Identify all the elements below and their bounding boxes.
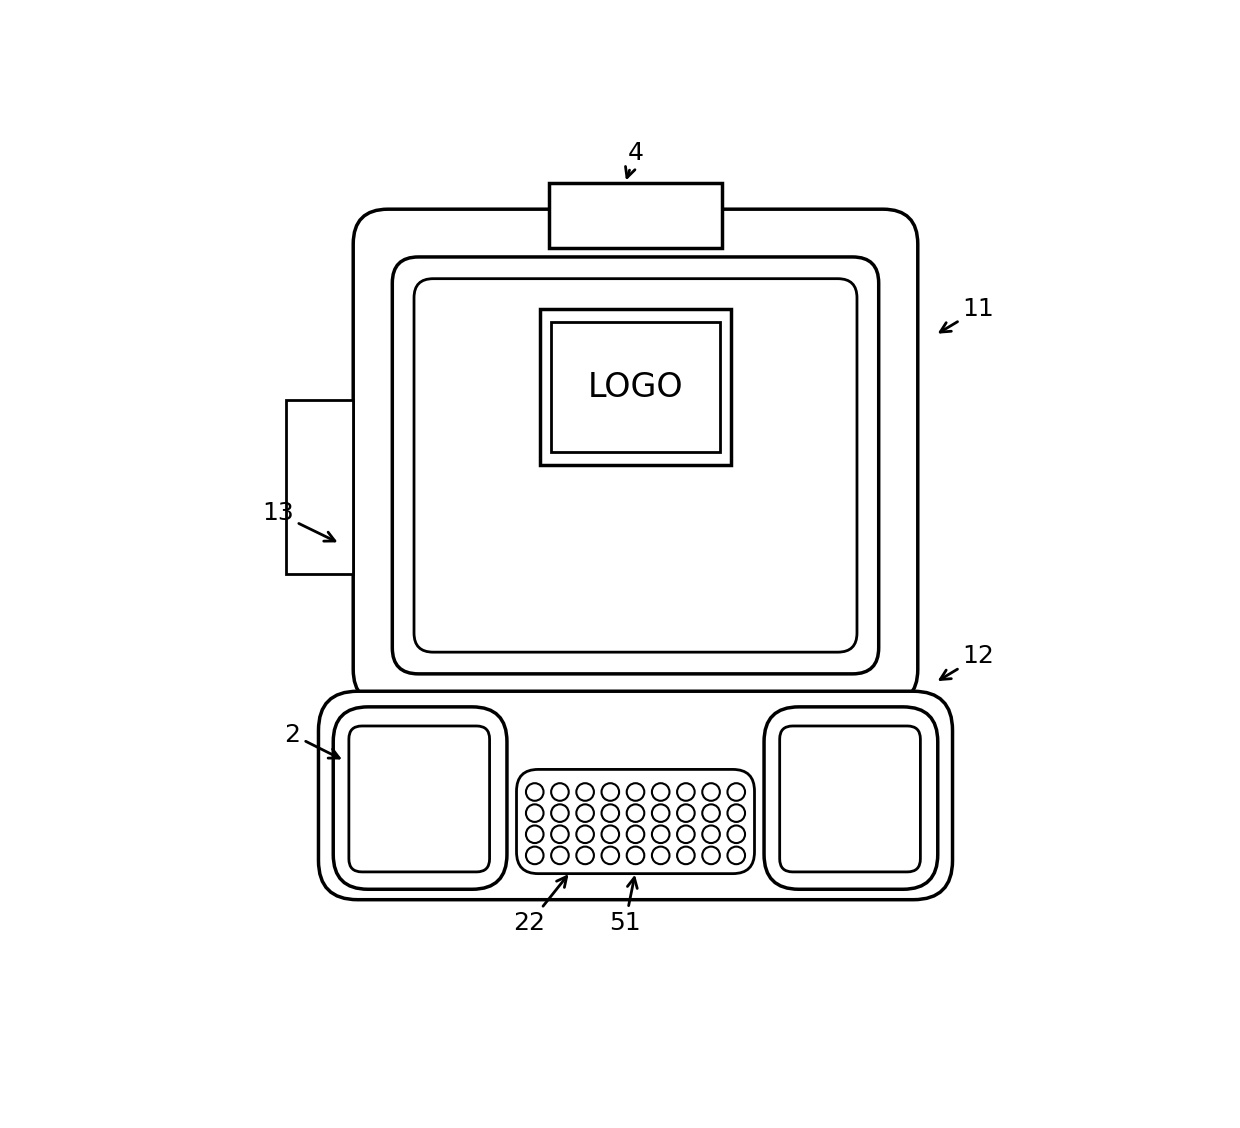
Circle shape xyxy=(551,804,569,822)
Text: 2: 2 xyxy=(284,723,340,758)
FancyBboxPatch shape xyxy=(334,707,507,889)
Text: 51: 51 xyxy=(609,878,641,935)
Text: LOGO: LOGO xyxy=(588,371,683,404)
FancyBboxPatch shape xyxy=(414,279,857,652)
Circle shape xyxy=(677,783,694,801)
Circle shape xyxy=(728,804,745,822)
Circle shape xyxy=(601,804,619,822)
Bar xyxy=(539,309,732,466)
Text: 11: 11 xyxy=(940,297,994,332)
Circle shape xyxy=(626,783,645,801)
Circle shape xyxy=(728,826,745,843)
FancyBboxPatch shape xyxy=(348,726,490,872)
Circle shape xyxy=(652,804,670,822)
Circle shape xyxy=(577,847,594,864)
Circle shape xyxy=(526,804,543,822)
Circle shape xyxy=(577,826,594,843)
Circle shape xyxy=(577,783,594,801)
Circle shape xyxy=(652,847,670,864)
Circle shape xyxy=(728,783,745,801)
Circle shape xyxy=(677,826,694,843)
Text: 13: 13 xyxy=(262,501,335,541)
Bar xyxy=(286,400,353,574)
Circle shape xyxy=(526,783,543,801)
Circle shape xyxy=(526,826,543,843)
Circle shape xyxy=(677,804,694,822)
Circle shape xyxy=(728,847,745,864)
Circle shape xyxy=(601,783,619,801)
Circle shape xyxy=(551,847,569,864)
FancyBboxPatch shape xyxy=(764,707,937,889)
Circle shape xyxy=(626,826,645,843)
Circle shape xyxy=(702,826,720,843)
Circle shape xyxy=(652,783,670,801)
FancyBboxPatch shape xyxy=(780,726,920,872)
Circle shape xyxy=(577,804,594,822)
FancyBboxPatch shape xyxy=(517,769,754,873)
Circle shape xyxy=(626,804,645,822)
Circle shape xyxy=(702,783,720,801)
Bar xyxy=(552,323,719,452)
FancyBboxPatch shape xyxy=(392,257,879,673)
Circle shape xyxy=(551,783,569,801)
Bar xyxy=(548,183,723,248)
Circle shape xyxy=(702,847,720,864)
Circle shape xyxy=(526,847,543,864)
Text: 4: 4 xyxy=(625,141,644,177)
Circle shape xyxy=(551,826,569,843)
Circle shape xyxy=(601,847,619,864)
Circle shape xyxy=(652,826,670,843)
FancyBboxPatch shape xyxy=(319,691,952,900)
Text: 12: 12 xyxy=(940,644,994,679)
Circle shape xyxy=(677,847,694,864)
Circle shape xyxy=(702,804,720,822)
FancyBboxPatch shape xyxy=(353,209,918,704)
Text: 22: 22 xyxy=(513,876,567,935)
Circle shape xyxy=(601,826,619,843)
Circle shape xyxy=(626,847,645,864)
